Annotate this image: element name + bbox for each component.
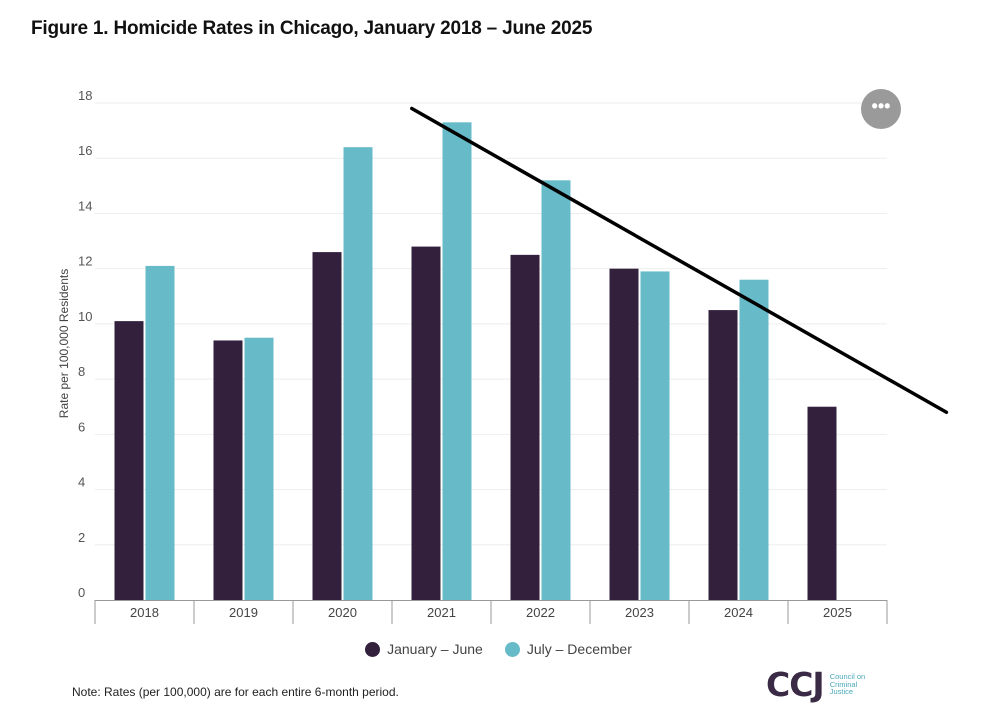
y-axis-ticks: 0 2 4 6 8 10 12 14 16 18 (78, 88, 92, 600)
ccj-logo: CCJ Council on Criminal Justice (766, 668, 865, 701)
annotations (410, 106, 949, 414)
y-tick-label: 18 (78, 88, 92, 103)
chart-menu-button[interactable]: ••• (861, 89, 901, 129)
y-tick-label: 16 (78, 143, 92, 158)
bar-2023-series-2[interactable] (640, 271, 670, 600)
more-icon: ••• (871, 96, 891, 116)
x-tick-label: 2021 (427, 605, 456, 620)
legend-swatch-series-1 (365, 641, 381, 657)
legend-label-series-2: July – December (526, 641, 632, 657)
bar-2019-series-2[interactable] (244, 337, 274, 600)
x-tick-label: 2020 (328, 605, 357, 620)
legend-swatch-series-2 (504, 641, 520, 657)
logo-mark: CCJ (766, 665, 825, 704)
bar-2024-series-2[interactable] (739, 279, 769, 600)
bar-2023-series-1[interactable] (609, 268, 639, 600)
bar-2018-series-1[interactable] (114, 321, 144, 600)
bar-2021-series-1[interactable] (411, 246, 441, 601)
y-tick-label: 8 (78, 364, 85, 379)
y-tick-label: 14 (78, 198, 92, 213)
y-tick-label: 4 (78, 475, 85, 490)
x-tick-label: 2022 (526, 605, 555, 620)
x-tick-label: 2023 (625, 605, 654, 620)
y-tick-label: 12 (78, 254, 92, 269)
bar-2020-series-2[interactable] (343, 147, 373, 600)
logo-text-line-1: Council on (829, 671, 866, 681)
logo-text-line-3: Justice (829, 687, 854, 697)
x-tick-label: 2019 (229, 605, 258, 620)
logo-text-line-2: Criminal (829, 679, 858, 689)
bar-2021-series-2[interactable] (442, 122, 472, 601)
bar-2019-series-1[interactable] (213, 340, 243, 600)
footnote: Note: Rates (per 100,000) are for each e… (72, 685, 399, 699)
legend-item-series-2[interactable]: July – December (504, 641, 632, 657)
bar-2024-series-1[interactable] (708, 310, 738, 600)
legend-label-series-1: January – June (387, 641, 483, 657)
trend-line (410, 106, 949, 414)
bars (114, 122, 837, 601)
bar-2020-series-1[interactable] (312, 252, 342, 600)
x-axis-ticks: 2018 2019 2020 2021 2022 2023 2024 2025 (130, 605, 852, 620)
bar-2022-series-2[interactable] (541, 180, 571, 601)
y-tick-label: 10 (78, 309, 92, 324)
y-tick-label: 0 (78, 585, 85, 600)
y-axis-title: Rate per 100,000 Residents (57, 269, 71, 418)
x-tick-label: 2018 (130, 605, 159, 620)
bar-2022-series-1[interactable] (510, 254, 540, 600)
bar-2018-series-2[interactable] (145, 265, 175, 600)
legend-item-series-1[interactable]: January – June (365, 641, 483, 657)
y-tick-label: 6 (78, 419, 85, 434)
y-tick-label: 2 (78, 530, 85, 545)
logo-text: Council on Criminal Justice (829, 671, 866, 697)
x-tick-label: 2024 (724, 605, 753, 620)
x-tick-label: 2025 (823, 605, 852, 620)
bar-2025-series-1[interactable] (807, 406, 837, 600)
x-axis (94, 600, 888, 624)
legend: January – June July – December (0, 641, 997, 657)
chart-title: Figure 1. Homicide Rates in Chicago, Jan… (31, 18, 593, 39)
